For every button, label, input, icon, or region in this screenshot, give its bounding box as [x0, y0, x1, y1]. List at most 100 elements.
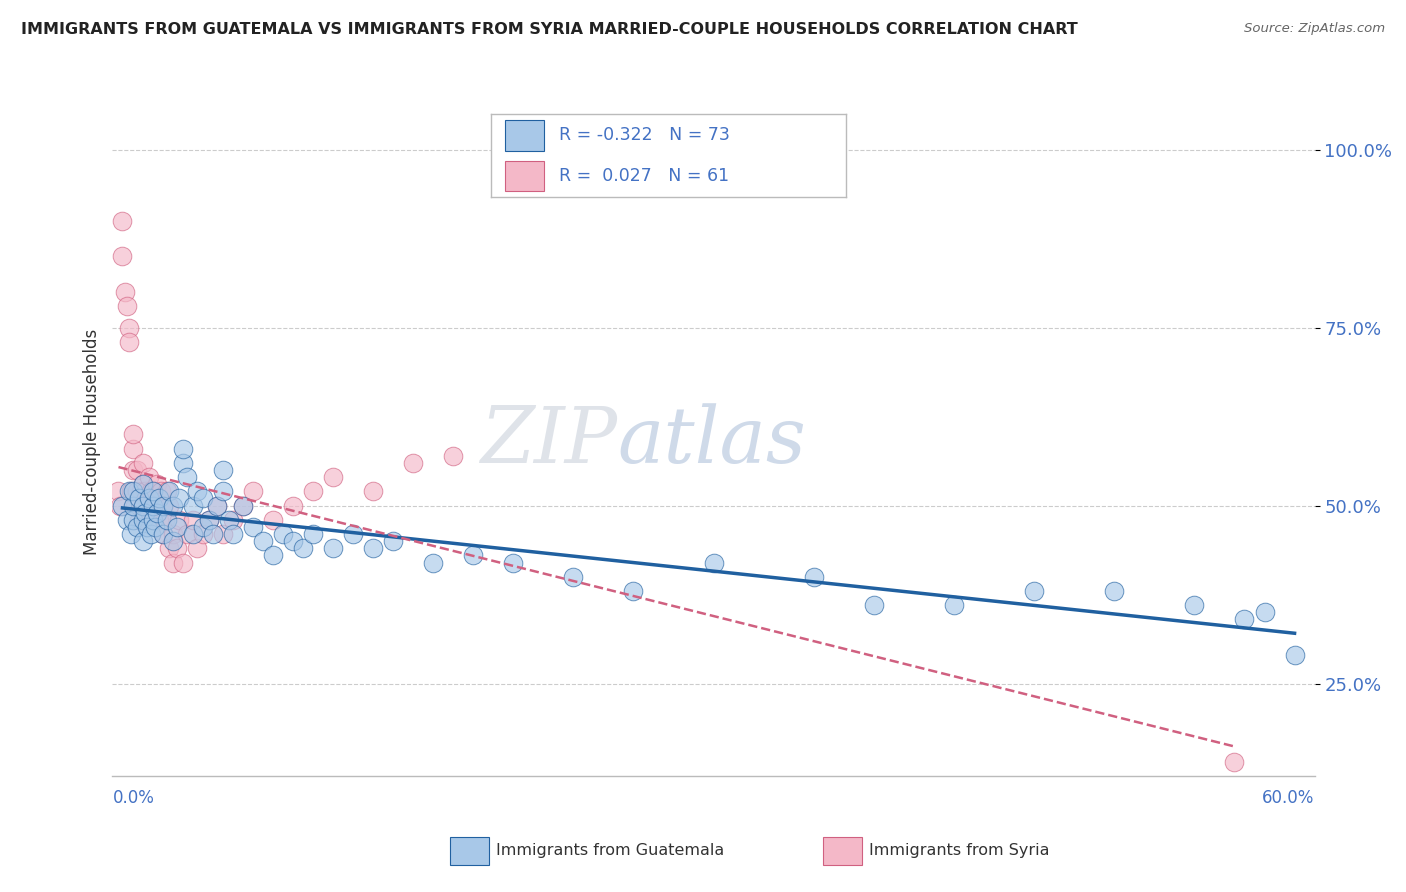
- Point: [157, 541, 180, 556]
- Point: [176, 470, 198, 484]
- Point: [141, 499, 163, 513]
- Point: [291, 541, 314, 556]
- Point: [138, 491, 160, 506]
- Point: [141, 499, 163, 513]
- Point: [121, 499, 143, 513]
- Point: [166, 520, 188, 534]
- Point: [121, 513, 143, 527]
- Point: [382, 534, 405, 549]
- Point: [155, 513, 177, 527]
- Point: [121, 484, 143, 499]
- Point: [125, 484, 148, 499]
- Point: [176, 527, 198, 541]
- Point: [197, 513, 219, 527]
- Point: [201, 527, 224, 541]
- Point: [322, 470, 344, 484]
- Point: [115, 299, 138, 313]
- Point: [191, 491, 214, 506]
- Point: [702, 556, 725, 570]
- Point: [128, 491, 150, 506]
- Point: [131, 477, 153, 491]
- Y-axis label: Married-couple Households: Married-couple Households: [83, 328, 101, 555]
- Point: [422, 556, 444, 570]
- Text: atlas: atlas: [617, 403, 806, 480]
- Point: [222, 513, 245, 527]
- Point: [186, 484, 208, 499]
- Point: [361, 484, 384, 499]
- Point: [129, 484, 152, 499]
- Point: [148, 491, 170, 506]
- Point: [1102, 584, 1125, 599]
- Point: [167, 513, 190, 527]
- Point: [135, 513, 157, 527]
- Point: [121, 442, 143, 456]
- Point: [125, 463, 148, 477]
- Point: [218, 513, 240, 527]
- Point: [167, 491, 190, 506]
- Point: [141, 513, 163, 527]
- Point: [302, 527, 325, 541]
- Point: [502, 556, 524, 570]
- Point: [197, 513, 219, 527]
- Point: [181, 527, 204, 541]
- Point: [172, 456, 194, 470]
- Point: [863, 599, 886, 613]
- Point: [111, 499, 134, 513]
- Point: [242, 484, 264, 499]
- Point: [322, 541, 344, 556]
- Point: [111, 250, 134, 264]
- Point: [125, 520, 148, 534]
- Point: [121, 427, 143, 442]
- Point: [211, 484, 233, 499]
- Text: 60.0%: 60.0%: [1263, 789, 1315, 807]
- Point: [211, 463, 233, 477]
- Point: [128, 513, 150, 527]
- Point: [139, 484, 162, 499]
- Point: [135, 520, 157, 534]
- Point: [1284, 648, 1306, 662]
- Point: [131, 499, 153, 513]
- Text: Source: ZipAtlas.com: Source: ZipAtlas.com: [1244, 22, 1385, 36]
- Point: [803, 570, 825, 584]
- Point: [157, 484, 180, 499]
- Point: [281, 534, 304, 549]
- Point: [145, 506, 167, 520]
- Point: [131, 456, 153, 470]
- Point: [242, 520, 264, 534]
- Point: [117, 320, 139, 334]
- Point: [141, 513, 163, 527]
- Point: [110, 499, 132, 513]
- Point: [271, 527, 294, 541]
- Point: [124, 499, 146, 513]
- Point: [166, 541, 188, 556]
- Point: [157, 499, 180, 513]
- Point: [281, 499, 304, 513]
- Text: ZIP: ZIP: [481, 403, 617, 480]
- Point: [211, 527, 233, 541]
- Point: [121, 463, 143, 477]
- Text: Immigrants from Guatemala: Immigrants from Guatemala: [496, 844, 724, 858]
- Text: IMMIGRANTS FROM GUATEMALA VS IMMIGRANTS FROM SYRIA MARRIED-COUPLE HOUSEHOLDS COR: IMMIGRANTS FROM GUATEMALA VS IMMIGRANTS …: [21, 22, 1078, 37]
- Point: [111, 214, 134, 228]
- Point: [186, 541, 208, 556]
- Point: [107, 484, 129, 499]
- Point: [262, 513, 284, 527]
- Point: [155, 484, 177, 499]
- Point: [139, 527, 162, 541]
- Point: [232, 499, 254, 513]
- Point: [1184, 599, 1206, 613]
- Point: [181, 513, 204, 527]
- Point: [153, 513, 176, 527]
- Point: [162, 534, 184, 549]
- Point: [131, 499, 153, 513]
- Point: [252, 534, 274, 549]
- Point: [402, 456, 425, 470]
- Point: [120, 527, 142, 541]
- Point: [141, 484, 163, 499]
- Point: [232, 499, 254, 513]
- Point: [114, 285, 136, 299]
- Point: [131, 534, 153, 549]
- Point: [621, 584, 644, 599]
- Point: [262, 549, 284, 563]
- Point: [148, 513, 170, 527]
